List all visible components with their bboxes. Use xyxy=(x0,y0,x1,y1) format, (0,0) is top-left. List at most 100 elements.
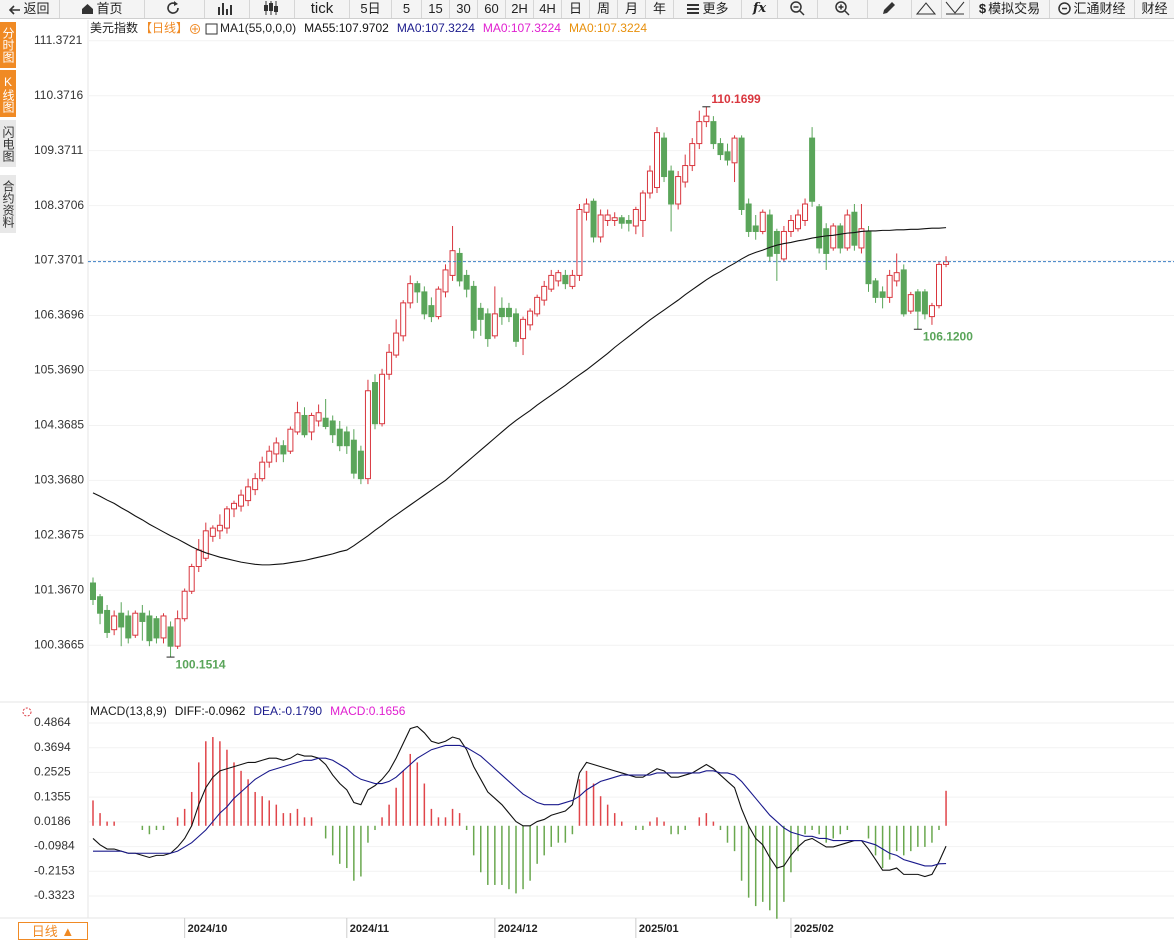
candle-body xyxy=(97,596,104,614)
bar-chart-button[interactable] xyxy=(205,0,250,18)
candle-button[interactable] xyxy=(250,0,295,18)
legend-item: MA0:107.3224 xyxy=(483,21,561,35)
sim-trade-button[interactable]: $ 模拟交易 xyxy=(970,0,1050,18)
candle-body xyxy=(583,203,590,213)
draw-button[interactable] xyxy=(868,0,912,18)
candle-body xyxy=(442,269,449,293)
candle-body xyxy=(364,390,371,480)
candle-body xyxy=(604,214,611,221)
macd-bar xyxy=(444,817,447,826)
candle-body xyxy=(943,261,950,265)
period-button[interactable]: 年 xyxy=(646,0,674,18)
candle-body xyxy=(780,230,787,260)
macd-bar xyxy=(550,825,552,847)
fx-news-button[interactable]: 汇通财经 xyxy=(1050,0,1135,18)
candle-body xyxy=(816,206,823,249)
macd-bar xyxy=(621,821,623,826)
candle-body xyxy=(146,615,153,642)
legend-item: MA55:107.9702 xyxy=(304,21,389,35)
macd-bar xyxy=(839,825,842,835)
macd-bar xyxy=(346,825,348,869)
period-button[interactable]: 日 xyxy=(562,0,590,18)
macd-bar xyxy=(148,825,151,835)
period-button[interactable]: 60 xyxy=(478,0,506,18)
y-tick-label: 0.0186 xyxy=(34,814,71,828)
side-tab[interactable]: 合约资料 xyxy=(0,175,16,233)
candle-body xyxy=(865,230,872,285)
macd-bar xyxy=(296,808,299,826)
chart-title: 美元指数 xyxy=(90,20,138,35)
period-tab[interactable]: 日线 ▲ xyxy=(18,922,88,940)
period-button[interactable]: 2H xyxy=(506,0,534,18)
macd-bar xyxy=(910,825,912,852)
macd-bar xyxy=(141,825,144,831)
candle-body xyxy=(449,250,456,276)
candle-body xyxy=(689,143,696,167)
refresh-button[interactable] xyxy=(145,0,205,18)
macd-bar xyxy=(339,825,341,864)
candle-body xyxy=(802,203,809,221)
macd-bar xyxy=(945,790,947,826)
macd-bar xyxy=(99,813,101,826)
macd-bar xyxy=(409,753,411,826)
side-tab[interactable]: K线图 xyxy=(0,70,16,117)
macd-bar xyxy=(162,825,165,831)
macd-bar xyxy=(811,825,813,831)
candle-body xyxy=(646,170,653,194)
macd-bar xyxy=(324,825,327,839)
candle-body xyxy=(745,203,752,232)
side-tab[interactable]: 闪电图 xyxy=(0,120,16,167)
macd-bar xyxy=(804,825,806,835)
x-tick-label: 2025/02 xyxy=(794,923,834,935)
macd-bar xyxy=(353,825,355,881)
legend-item: DIFF:-0.0962 xyxy=(175,704,246,718)
zoom-in-button[interactable] xyxy=(818,0,868,18)
more-button[interactable]: 更多 xyxy=(674,0,742,18)
x-tick-label: 2024/10 xyxy=(188,923,228,935)
period-button[interactable]: 月 xyxy=(618,0,646,18)
formula-button[interactable]: fx xyxy=(742,0,778,18)
macd-bar xyxy=(458,813,461,826)
macd-bar xyxy=(522,825,524,890)
candle-body xyxy=(216,524,223,532)
candle-body xyxy=(301,414,308,436)
back-button[interactable]: 返回 xyxy=(0,0,60,18)
side-tab[interactable]: 分时图 xyxy=(0,22,16,68)
y-tick-label: 0.1355 xyxy=(34,789,71,803)
candle-body xyxy=(879,291,886,298)
candle-body xyxy=(548,274,555,290)
period-button[interactable]: 周 xyxy=(590,0,618,18)
zoom-out-button[interactable] xyxy=(778,0,818,18)
candle-body xyxy=(160,615,167,639)
macd-bar xyxy=(233,762,235,826)
period-button[interactable]: 5日 xyxy=(350,0,392,18)
back-label: 返回 xyxy=(23,1,50,16)
home-label: 首页 xyxy=(96,1,123,16)
period-button[interactable]: 5 xyxy=(392,0,422,18)
period-button[interactable]: 30 xyxy=(450,0,478,18)
period-button[interactable]: 4H xyxy=(534,0,562,18)
home-button[interactable]: 首页 xyxy=(60,0,145,18)
candle-body xyxy=(724,151,731,161)
up-button[interactable] xyxy=(912,0,942,18)
macd-bar xyxy=(790,825,792,873)
finance-button[interactable]: 财经 xyxy=(1141,1,1168,16)
macd-bar xyxy=(395,787,397,826)
candle-body xyxy=(435,288,442,318)
ma-line xyxy=(92,227,947,566)
y-tick-label: 107.3701 xyxy=(34,253,84,267)
down-button[interactable] xyxy=(942,0,970,18)
candle-body xyxy=(752,225,759,232)
macd-bar xyxy=(726,825,729,843)
candle-body xyxy=(837,225,844,249)
y-tick-label: 0.3694 xyxy=(34,740,71,754)
macd-bar xyxy=(106,821,108,826)
candle-body xyxy=(167,626,174,647)
candle-body xyxy=(886,274,893,298)
macd-bar xyxy=(437,817,440,826)
period-button[interactable]: 15 xyxy=(422,0,450,18)
legend-item: MA0:107.3224 xyxy=(569,21,647,35)
candle-body xyxy=(252,478,259,491)
tick-button[interactable]: tick xyxy=(295,0,350,18)
